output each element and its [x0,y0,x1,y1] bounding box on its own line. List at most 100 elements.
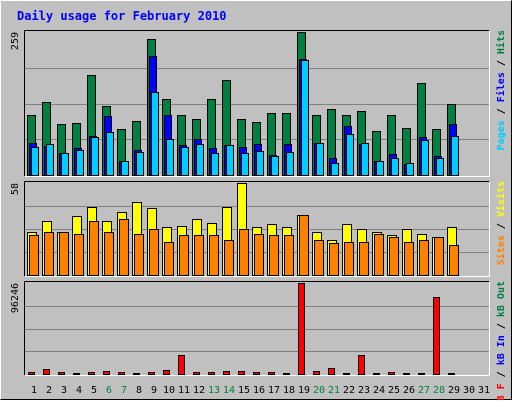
legend-entry: Visits [495,181,507,217]
bar-sites-day-10 [164,242,174,276]
bar-kbf-day-13 [208,372,215,375]
bar-pages-day-19 [301,60,309,176]
bar-pages-day-27 [421,140,429,176]
day-label-7: 7 [121,385,127,396]
panel-traffic: 259 Pages / Files / Hits [10,30,507,177]
day-label-11: 11 [178,385,190,396]
day-axis-labels: 1 2 3 4 5 6 7 8 9 10 11 12 13 14 15 16 17 18 19 20 21 22 23 24 2… [31,385,490,396]
bar-sites-day-4 [74,234,84,276]
bar-kbf-day-14 [223,371,230,375]
day-label-27: 27 [418,385,430,396]
axis-max-label-kbytes: 96246 [10,283,21,313]
bar-kbf-day-8 [133,373,140,375]
legend-entry: Pages [496,120,507,150]
bar-kbf-day-6 [103,371,110,375]
bar-pages-day-14 [226,145,234,176]
bar-kbf-day-24 [373,373,380,375]
bar-sites-day-16 [254,234,264,276]
bar-pages-day-8 [136,152,144,176]
bar-sites-day-13 [209,235,219,276]
day-label-20: 20 [313,385,325,396]
bar-kbf-day-1 [28,372,35,375]
bar-sites-day-24 [374,234,384,276]
axis-max-label-traffic: 259 [10,32,21,50]
day-label-2: 2 [46,385,52,396]
bar-kbf-day-19 [298,283,305,375]
bar-pages-day-17 [271,156,279,176]
legend-entry: Sites [495,235,507,265]
panel-visits: 58 Sites / Visits [10,181,507,277]
bar-sites-day-22 [344,242,354,276]
bar-kbf-day-10 [163,370,170,375]
bar-pages-day-16 [256,151,264,176]
day-label-14: 14 [223,385,235,396]
bar-kbf-day-27 [418,373,425,375]
bar-pages-day-10 [166,139,174,176]
bar-pages-day-6 [106,132,114,176]
bar-sites-day-18 [284,235,294,276]
day-label-10: 10 [163,385,175,396]
bar-sites-day-27 [419,240,429,276]
legend-entry: kB F [496,383,507,400]
bar-pages-day-26 [406,163,414,176]
bar-sites-day-1 [29,235,39,276]
bar-kbf-day-28 [433,297,440,375]
bar-kbf-day-16 [253,372,260,375]
bar-kbf-day-11 [178,355,185,375]
day-label-21: 21 [328,385,340,396]
bar-sites-day-17 [269,235,279,276]
bar-sites-day-6 [104,232,114,276]
bar-sites-day-25 [389,237,399,276]
bar-pages-day-23 [361,143,369,176]
bar-pages-day-29 [451,136,459,176]
bar-kbf-day-22 [343,373,350,375]
bar-sites-day-11 [179,235,189,276]
bar-sites-day-23 [359,242,369,276]
bar-sites-day-21 [329,243,339,276]
day-label-6: 6 [106,385,112,396]
day-label-4: 4 [76,385,82,396]
legend-entry: / [496,54,507,72]
day-label-8: 8 [136,385,142,396]
legend-entry: Files [495,72,507,102]
bar-pages-day-24 [376,161,384,176]
bar-sites-day-28 [434,237,444,276]
day-label-28: 28 [433,385,445,396]
day-label-5: 5 [91,385,97,396]
bar-sites-day-3 [59,232,69,276]
day-label-18: 18 [283,385,295,396]
day-label-19: 19 [298,385,310,396]
bar-sites-day-29 [449,245,459,276]
day-label-31: 31 [478,385,490,396]
legend-entry: kB Out [496,281,507,317]
bar-pages-day-9 [151,92,159,176]
bar-kbf-day-4 [73,373,80,375]
day-label-25: 25 [388,385,400,396]
bar-kbf-day-23 [358,355,365,375]
bar-pages-day-3 [61,153,69,176]
legend-visits: Sites / Visits [495,181,507,265]
bar-kbf-day-20 [313,371,320,375]
bar-pages-day-20 [316,143,324,176]
bar-kbf-day-9 [148,372,155,375]
day-label-3: 3 [61,385,67,396]
legend-entry: kB In [496,335,507,365]
bar-kbf-day-3 [58,372,65,375]
bar-pages-day-18 [286,152,294,176]
bar-kbf-day-25 [388,372,395,375]
bar-pages-day-1 [31,147,39,176]
bar-sites-day-19 [299,215,309,276]
day-label-26: 26 [403,385,415,396]
bar-sites-day-2 [44,232,54,276]
day-label-15: 15 [238,385,250,396]
bar-kbf-day-29 [448,373,455,375]
bar-pages-day-4 [76,150,84,176]
bar-pages-day-2 [46,144,54,176]
bar-kbf-day-18 [283,373,290,375]
day-label-1: 1 [31,385,37,396]
bar-sites-day-7 [119,219,129,276]
bar-pages-day-7 [121,161,129,176]
day-label-9: 9 [151,385,157,396]
